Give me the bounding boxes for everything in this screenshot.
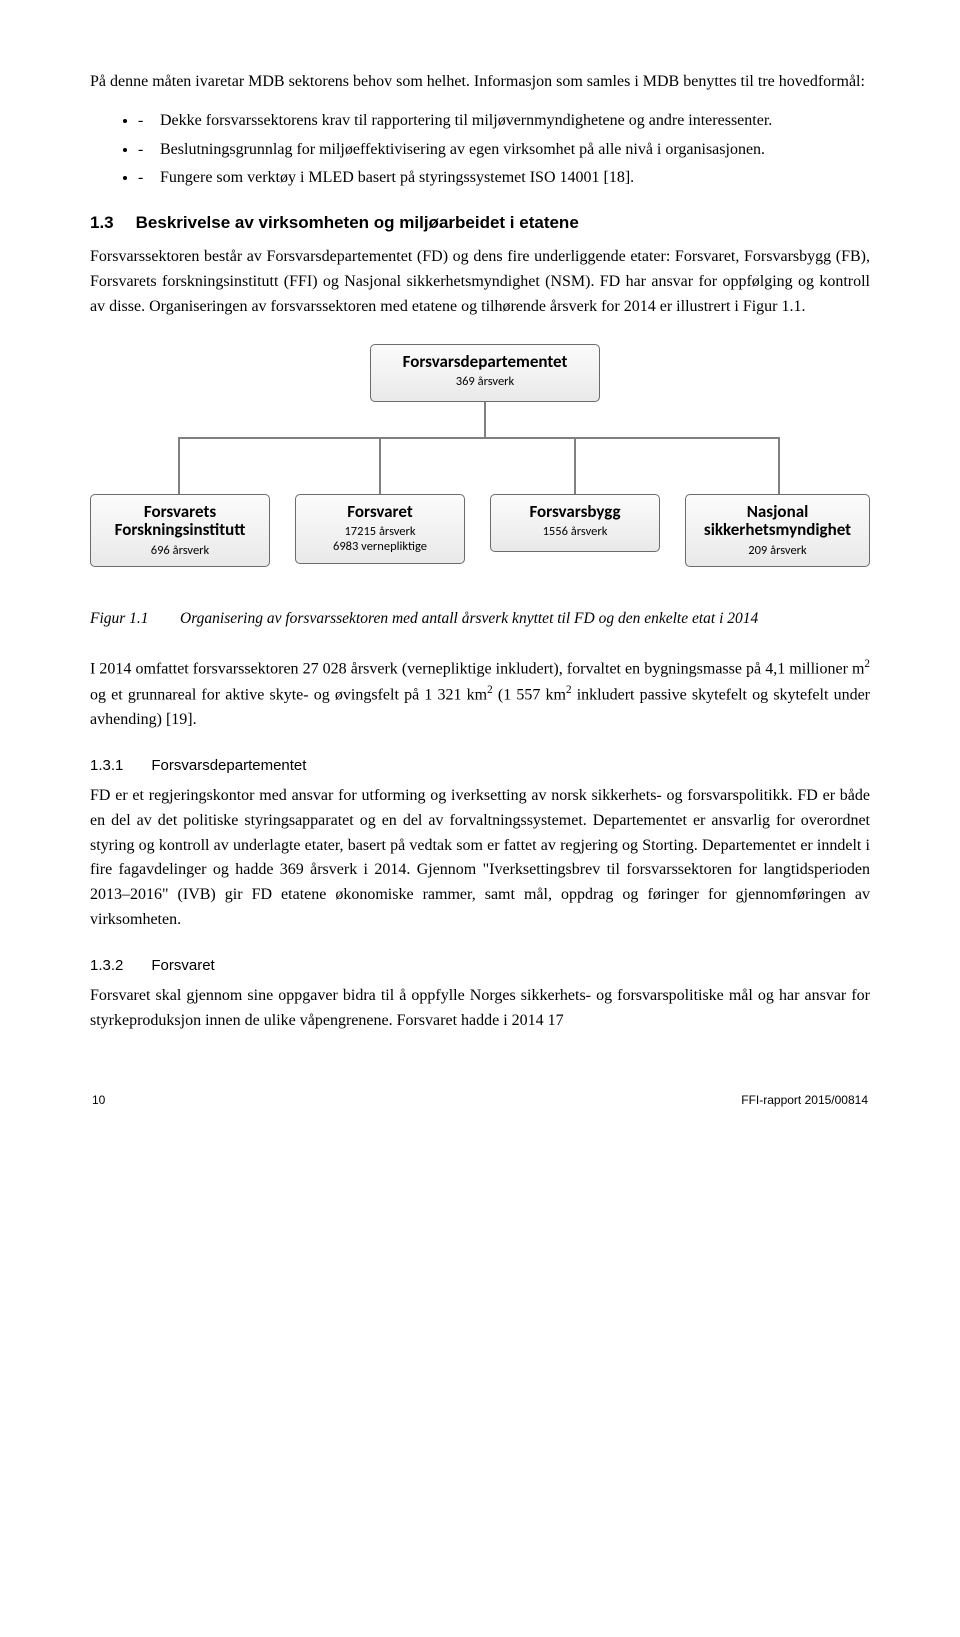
heading-text: Forsvaret xyxy=(151,957,214,974)
bullet-item: Dekke forsvarssektorens krav til rapport… xyxy=(138,109,870,134)
org-box-title: Nasjonalsikkerhetsmyndighet xyxy=(690,503,865,540)
heading-1-3-1: 1.3.1 Forsvarsdepartementet xyxy=(90,757,870,774)
org-box-subtitle: 696 årsverk xyxy=(95,543,265,558)
intro-bullets: Dekke forsvarssektorens krav til rapport… xyxy=(90,109,870,191)
document-page: På denne måten ivaretar MDB sektorens be… xyxy=(0,0,960,1147)
org-box-subtitle: 17215 årsverk6983 vernepliktige xyxy=(300,524,460,554)
org-connector xyxy=(379,437,381,494)
superscript: 2 xyxy=(864,658,870,670)
org-connector xyxy=(484,402,486,437)
org-box-title: Forsvarsdepartementet xyxy=(375,353,595,372)
org-box: ForsvaretsForskningsinstitutt 696 årsverk xyxy=(90,494,270,567)
intro-para: På denne måten ivaretar MDB sektorens be… xyxy=(90,70,870,95)
body-after-chart: I 2014 omfattet forsvarssektoren 27 028 … xyxy=(90,656,870,733)
org-box-subtitle: 369 årsverk xyxy=(375,374,595,389)
org-box: Nasjonalsikkerhetsmyndighet 209 årsverk xyxy=(685,494,870,567)
section-1-3-1-para: FD er et regjeringskontor med ansvar for… xyxy=(90,784,870,933)
text-fragment: I 2014 omfattet forsvarssektoren 27 028 … xyxy=(90,660,864,677)
figure-caption: Figur 1.1 Organisering av forsvarssektor… xyxy=(90,608,870,630)
org-connector xyxy=(178,437,780,439)
heading-text: Beskrivelse av virksomheten og miljøarbe… xyxy=(136,213,579,232)
section-1-3-para: Forsvarssektoren består av Forsvarsdepar… xyxy=(90,245,870,319)
report-ref: FFI-rapport 2015/00814 xyxy=(741,1093,868,1107)
figure-label: Figur 1.1 xyxy=(90,608,180,630)
org-box-title: Forsvaret xyxy=(300,503,460,522)
figure-text: Organisering av forsvarssektoren med ant… xyxy=(180,608,870,630)
org-connector xyxy=(778,437,780,494)
page-number: 10 xyxy=(92,1093,105,1107)
org-box-title: ForsvaretsForskningsinstitutt xyxy=(95,503,265,540)
org-connector xyxy=(574,437,576,494)
heading-number: 1.3 xyxy=(90,213,114,233)
org-box: Forsvaret 17215 årsverk6983 vernepliktige xyxy=(295,494,465,564)
org-box: Forsvarsbygg 1556 årsverk xyxy=(490,494,660,552)
text-fragment: (1 557 km xyxy=(493,687,566,704)
org-connector xyxy=(178,437,180,494)
bullet-item: Beslutningsgrunnlag for miljøeffektivise… xyxy=(138,138,870,163)
heading-number: 1.3.1 xyxy=(90,757,123,774)
org-box-subtitle: 209 årsverk xyxy=(690,543,865,558)
heading-text: Forsvarsdepartementet xyxy=(151,757,306,774)
bullet-item: Fungere som verktøy i MLED basert på sty… xyxy=(138,166,870,191)
section-1-3-2-para: Forsvaret skal gjennom sine oppgaver bid… xyxy=(90,984,870,1034)
heading-1-3: 1.3 Beskrivelse av virksomheten og miljøa… xyxy=(90,213,870,233)
text-fragment: og et grunnareal for aktive skyte- og øv… xyxy=(90,687,487,704)
page-footer: 10 FFI-rapport 2015/00814 xyxy=(90,1093,870,1107)
org-chart: Forsvarsdepartementet 369 årsverk Forsvare… xyxy=(90,344,870,594)
heading-1-3-2: 1.3.2 Forsvaret xyxy=(90,957,870,974)
org-box-subtitle: 1556 årsverk xyxy=(495,524,655,539)
heading-number: 1.3.2 xyxy=(90,957,123,974)
org-box: Forsvarsdepartementet 369 årsverk xyxy=(370,344,600,402)
org-box-title: Forsvarsbygg xyxy=(495,503,655,522)
